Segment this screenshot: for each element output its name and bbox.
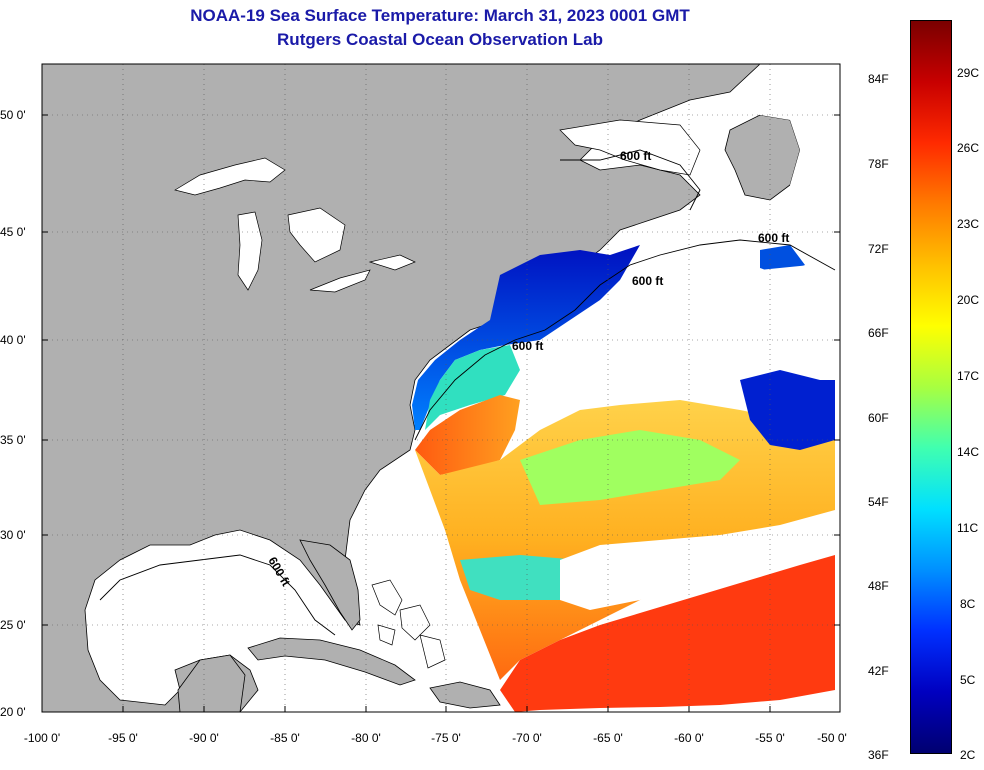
map-border [41,63,841,713]
lat-label: 20 0' [0,705,26,719]
land-north-america [41,63,762,713]
lon-label: -75 0' [431,731,461,745]
colorbar-f-label: 48F [868,579,889,593]
hispaniola [429,681,501,709]
lake-michigan [237,211,263,291]
longitude-axis: -100 0' -95 0' -90 0' -85 0' -80 0' -75 … [24,706,847,745]
lon-label: -95 0' [108,731,138,745]
bahamas [371,579,446,669]
colorbar-f-label: 66F [868,326,889,340]
colorbar-c-label: 11C [957,521,979,535]
latitude-axis: 50 0' 45 0' 40 0' 35 0' 30 0' 25 0' 20 0… [0,108,840,719]
isobath-label-mid-atlantic: 600 ft [512,339,543,353]
colorbar-c-label: 2C [960,748,976,762]
colorbar-c-label: 14C [957,445,980,459]
isobath-label-nova-scotia: 600 ft [632,274,663,288]
colorbar-f-label: 84F [868,72,889,86]
gulf-st-lawrence [559,119,701,176]
north-atlantic-white [745,64,840,235]
sst-swath [412,245,835,712]
lat-label: 45 0' [0,225,26,239]
colorbar-c-label: 5C [960,673,976,687]
isobath-label-gulf-st-lawrence: 600 ft [620,149,651,163]
map-title: NOAA-19 Sea Surface Temperature: March 3… [190,6,690,25]
lake-erie [309,269,371,293]
lon-label: -70 0' [512,731,542,745]
lake-superior [174,157,286,196]
colorbar-c-label: 29C [957,66,980,80]
lon-label: -55 0' [755,731,785,745]
colorbar-c-label: 17C [957,369,980,383]
lon-label: -90 0' [189,731,219,745]
colorbar-f-label: 36F [868,748,889,762]
colorbar-f-label: 60F [868,411,889,425]
lat-label: 35 0' [0,433,26,447]
temperature-colorbar [910,20,952,754]
colorbar-c-label: 20C [957,293,980,307]
lon-label: -50 0' [817,731,847,745]
lake-huron [287,207,346,263]
colorbar-c-label: 26C [957,141,980,155]
lon-label: -60 0' [674,731,704,745]
colorbar-f-label: 78F [868,157,889,171]
graticule [42,64,840,712]
cuba [247,637,416,686]
florida [299,539,361,631]
lat-label: 30 0' [0,528,26,542]
isobath-600ft [99,149,836,636]
lat-label: 25 0' [0,618,26,632]
lon-label: -80 0' [351,731,381,745]
lake-ontario [368,254,416,271]
lon-label: -65 0' [593,731,623,745]
lon-label: -85 0' [270,731,300,745]
colorbar-c-label: 23C [957,217,980,231]
lat-label: 40 0' [0,333,26,347]
isobath-label-grand-banks: 600 ft [758,231,789,245]
colorbar-c-label: 8C [960,597,976,611]
colorbar-f-label: 72F [868,242,889,256]
colorbar-f-label: 54F [868,495,889,509]
colorbar-f-label: 42F [868,664,889,678]
lon-label: -100 0' [24,731,60,745]
map-subtitle: Rutgers Coastal Ocean Observation Lab [277,30,603,49]
lat-label: 50 0' [0,108,26,122]
